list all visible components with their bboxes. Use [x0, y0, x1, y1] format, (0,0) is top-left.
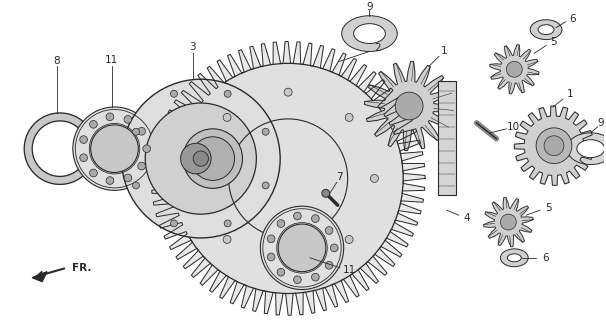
Ellipse shape — [353, 24, 385, 44]
Circle shape — [91, 125, 138, 172]
Circle shape — [181, 143, 211, 174]
Circle shape — [145, 103, 256, 214]
Circle shape — [262, 182, 269, 189]
Circle shape — [277, 220, 285, 228]
Ellipse shape — [530, 20, 562, 40]
Circle shape — [293, 212, 301, 220]
Circle shape — [106, 113, 114, 121]
Ellipse shape — [342, 16, 398, 52]
Circle shape — [261, 206, 344, 290]
Circle shape — [170, 90, 178, 97]
Circle shape — [193, 151, 208, 166]
Text: 11: 11 — [343, 265, 356, 275]
Circle shape — [106, 177, 114, 184]
Circle shape — [224, 90, 231, 97]
Circle shape — [267, 235, 275, 243]
Text: 9: 9 — [598, 118, 604, 128]
Polygon shape — [32, 272, 47, 282]
Circle shape — [80, 154, 87, 162]
Text: 2: 2 — [374, 44, 381, 53]
Circle shape — [183, 129, 242, 188]
Text: 9: 9 — [366, 2, 373, 12]
Text: 1: 1 — [441, 46, 447, 56]
Text: 5: 5 — [550, 36, 556, 46]
Circle shape — [90, 120, 98, 128]
Polygon shape — [514, 106, 594, 185]
Circle shape — [311, 273, 319, 281]
Text: 5: 5 — [545, 203, 551, 213]
Ellipse shape — [577, 140, 605, 157]
Circle shape — [395, 92, 423, 120]
Circle shape — [293, 276, 301, 284]
Circle shape — [507, 61, 522, 77]
Circle shape — [277, 268, 285, 276]
Text: 8: 8 — [54, 56, 60, 66]
Ellipse shape — [538, 25, 554, 35]
Circle shape — [284, 88, 292, 96]
Circle shape — [90, 169, 98, 177]
Circle shape — [124, 174, 132, 182]
Text: 7: 7 — [336, 172, 343, 182]
Circle shape — [325, 261, 333, 269]
Circle shape — [133, 128, 139, 135]
Circle shape — [262, 128, 269, 135]
Circle shape — [322, 189, 330, 197]
Circle shape — [124, 116, 132, 123]
Text: FR.: FR. — [72, 263, 92, 273]
Circle shape — [544, 136, 564, 156]
Circle shape — [224, 220, 231, 227]
Ellipse shape — [501, 249, 528, 267]
Circle shape — [170, 220, 178, 227]
Text: 1: 1 — [567, 89, 573, 99]
Text: 10: 10 — [507, 122, 520, 132]
Text: 11: 11 — [105, 55, 118, 65]
Circle shape — [536, 128, 572, 164]
Polygon shape — [490, 45, 539, 94]
Circle shape — [173, 63, 403, 293]
Text: 3: 3 — [190, 43, 196, 52]
Text: 6: 6 — [570, 14, 576, 24]
Circle shape — [138, 127, 145, 135]
Circle shape — [330, 244, 338, 252]
Circle shape — [311, 215, 319, 222]
Circle shape — [121, 79, 280, 238]
Text: 6: 6 — [543, 253, 550, 263]
Circle shape — [345, 113, 353, 121]
Circle shape — [191, 137, 235, 180]
Circle shape — [345, 236, 353, 244]
Polygon shape — [484, 197, 533, 247]
Polygon shape — [152, 42, 425, 315]
Circle shape — [143, 145, 150, 153]
FancyBboxPatch shape — [438, 81, 456, 195]
Circle shape — [267, 253, 275, 261]
Polygon shape — [365, 61, 454, 151]
Circle shape — [325, 227, 333, 234]
Circle shape — [284, 261, 292, 269]
Circle shape — [80, 136, 87, 143]
Text: 4: 4 — [464, 213, 470, 223]
Circle shape — [501, 214, 516, 230]
Circle shape — [370, 174, 378, 182]
Circle shape — [223, 236, 231, 244]
Ellipse shape — [507, 254, 521, 262]
Ellipse shape — [567, 133, 606, 164]
Circle shape — [223, 113, 231, 121]
Circle shape — [138, 162, 145, 170]
Polygon shape — [24, 113, 95, 184]
Circle shape — [198, 174, 206, 182]
Circle shape — [73, 107, 156, 190]
Circle shape — [278, 224, 326, 272]
Circle shape — [133, 182, 139, 189]
